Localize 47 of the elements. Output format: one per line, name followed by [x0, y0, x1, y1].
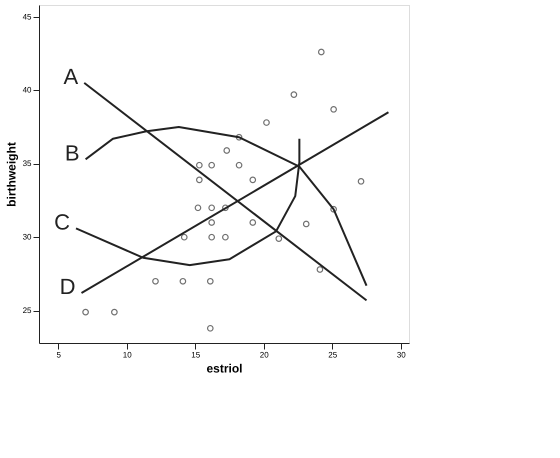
annotation: B	[64, 140, 80, 166]
y-tick-label: 30	[22, 232, 32, 242]
point	[263, 119, 270, 126]
point	[222, 234, 229, 241]
point	[206, 324, 214, 332]
annotation: C	[54, 209, 70, 234]
point	[290, 91, 298, 98]
point	[208, 204, 216, 212]
x-tick-label: 30	[396, 350, 406, 360]
y-tick-label: 35	[22, 159, 32, 168]
point	[180, 234, 188, 241]
x-tick-label: 20	[260, 350, 270, 360]
x-tick-label: 25	[328, 350, 338, 360]
point	[275, 235, 282, 242]
point	[223, 147, 230, 154]
point	[208, 234, 216, 241]
x-tick-label: 15	[191, 350, 201, 360]
point	[249, 219, 256, 226]
point	[194, 204, 202, 212]
point	[236, 162, 242, 169]
x-tick-label: 10	[122, 350, 132, 360]
y-tick-label: 25	[22, 306, 32, 316]
y-axis-title: birthweight	[4, 142, 19, 207]
point	[316, 266, 324, 273]
point	[249, 176, 256, 184]
y-tick-label: 45	[22, 12, 32, 22]
y-tick-label: 40	[22, 86, 32, 95]
point	[82, 308, 89, 316]
point	[196, 162, 203, 169]
point	[152, 278, 159, 285]
x-axis-title: estriol	[206, 362, 243, 376]
point	[302, 220, 310, 228]
point	[111, 308, 118, 316]
point	[222, 204, 229, 212]
point	[206, 278, 214, 285]
point	[330, 106, 337, 113]
annotation: A	[64, 64, 79, 89]
point	[330, 206, 337, 213]
point	[208, 162, 216, 169]
point	[196, 176, 203, 184]
point	[208, 219, 216, 226]
point	[358, 178, 364, 185]
x-tick-label: 5	[56, 350, 62, 360]
point	[236, 134, 242, 141]
annotation: D	[60, 274, 76, 300]
point	[180, 278, 186, 285]
point	[318, 48, 325, 56]
